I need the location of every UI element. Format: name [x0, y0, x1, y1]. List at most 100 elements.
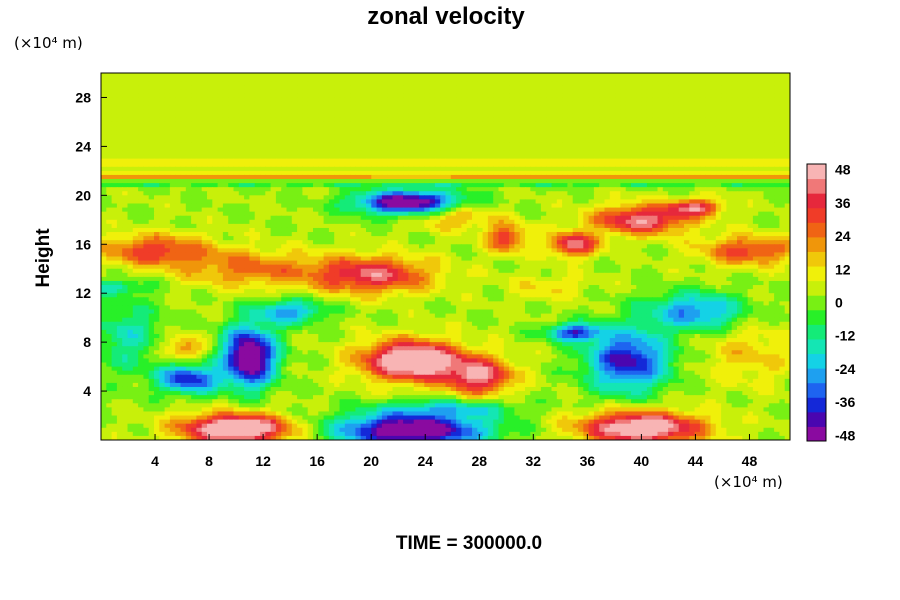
heatmap-cell — [381, 85, 388, 90]
heatmap-cell — [572, 142, 579, 147]
heatmap-cell — [556, 77, 563, 82]
heatmap-cell — [392, 138, 399, 143]
heatmap-cell — [525, 85, 531, 90]
heatmap-cell — [673, 183, 680, 188]
heatmap-cell — [154, 150, 160, 156]
heatmap-cell — [286, 109, 293, 115]
heatmap-cell — [339, 105, 346, 111]
heatmap-cell — [323, 211, 330, 217]
heatmap-cell — [217, 166, 224, 172]
heatmap-cell — [578, 179, 584, 184]
heatmap-cell — [758, 170, 765, 176]
heatmap-cell — [450, 219, 457, 225]
heatmap-cell — [742, 183, 749, 188]
heatmap-cell — [737, 97, 743, 103]
heatmap-cell — [482, 150, 489, 156]
heatmap-cell — [567, 101, 574, 107]
heatmap-cell — [196, 162, 203, 168]
heatmap-cell — [111, 93, 118, 99]
heatmap-cell — [503, 215, 510, 221]
heatmap-cell — [774, 89, 780, 94]
heatmap-cell — [525, 73, 531, 78]
heatmap-cell — [710, 158, 717, 164]
heatmap-cell — [466, 219, 473, 225]
heatmap-cell — [169, 134, 176, 139]
heatmap-cell — [302, 142, 309, 147]
heatmap-cell — [339, 211, 346, 217]
heatmap-cell — [328, 154, 335, 160]
heatmap-cell — [344, 109, 351, 115]
heatmap-cell — [699, 154, 706, 160]
heatmap-cell — [461, 77, 468, 82]
heatmap-cell — [466, 174, 473, 180]
heatmap-cell — [684, 199, 690, 205]
heatmap-cell — [419, 195, 425, 201]
heatmap-cell — [222, 73, 229, 78]
heatmap-cell — [275, 207, 282, 213]
heatmap-cell — [609, 134, 616, 139]
heatmap-cell — [164, 101, 171, 107]
heatmap-cell — [238, 121, 245, 127]
heatmap-cell — [556, 117, 563, 123]
heatmap-cell — [212, 85, 219, 90]
heatmap-cell — [742, 138, 749, 143]
heatmap-cell — [201, 170, 208, 176]
heatmap-cell — [567, 215, 574, 221]
heatmap-cell — [350, 142, 356, 147]
heatmap-cell — [477, 85, 484, 90]
heatmap-cell — [132, 166, 139, 172]
heatmap-cell — [270, 101, 277, 107]
heatmap-cell — [493, 117, 500, 123]
heatmap-cell — [334, 174, 341, 180]
heatmap-cell — [535, 191, 542, 196]
heatmap-cell — [731, 187, 738, 192]
heatmap-cell — [254, 101, 261, 107]
heatmap-cell — [699, 101, 706, 107]
heatmap-cell — [567, 126, 574, 131]
heatmap-cell — [715, 73, 722, 78]
heatmap-cell — [154, 170, 160, 176]
heatmap-cell — [784, 207, 790, 213]
heatmap-cell — [466, 142, 473, 147]
heatmap-cell — [254, 77, 261, 82]
heatmap-cell — [318, 73, 325, 78]
heatmap-cell — [525, 162, 531, 168]
heatmap-cell — [662, 150, 669, 156]
heatmap-cell — [646, 93, 653, 99]
heatmap-cell — [275, 215, 282, 221]
heatmap-cell — [132, 113, 139, 119]
heatmap-cell — [339, 146, 346, 152]
heatmap-cell — [779, 174, 786, 180]
heatmap-cell — [551, 142, 558, 147]
heatmap-cell — [487, 89, 494, 94]
heatmap-cell — [699, 121, 706, 127]
heatmap-cell — [705, 81, 712, 86]
heatmap-cell — [228, 93, 235, 99]
heatmap-cell — [419, 126, 425, 131]
heatmap-cell — [201, 77, 208, 82]
heatmap-cell — [705, 162, 712, 168]
heatmap-cell — [148, 134, 155, 139]
heatmap-cell — [175, 219, 182, 225]
heatmap-cell — [546, 211, 553, 217]
heatmap-cell — [456, 215, 462, 221]
heatmap-cell — [726, 179, 733, 184]
heatmap-cell — [212, 130, 219, 135]
heatmap-cell — [763, 81, 770, 86]
heatmap-cell — [207, 142, 213, 147]
heatmap-cell — [609, 162, 616, 168]
heatmap-cell — [498, 73, 505, 78]
heatmap-cell — [334, 158, 341, 164]
heatmap-cell — [228, 191, 235, 196]
heatmap-cell — [148, 117, 155, 123]
heatmap-cell — [731, 162, 738, 168]
heatmap-cell — [350, 215, 356, 221]
heatmap-cell — [487, 138, 494, 143]
heatmap-cell — [222, 117, 229, 123]
heatmap-cell — [212, 179, 219, 184]
heatmap-cell — [551, 93, 558, 99]
heatmap-cell — [636, 121, 643, 127]
heatmap-cell — [715, 215, 722, 221]
heatmap-cell — [355, 146, 362, 152]
heatmap-cell — [450, 199, 457, 205]
